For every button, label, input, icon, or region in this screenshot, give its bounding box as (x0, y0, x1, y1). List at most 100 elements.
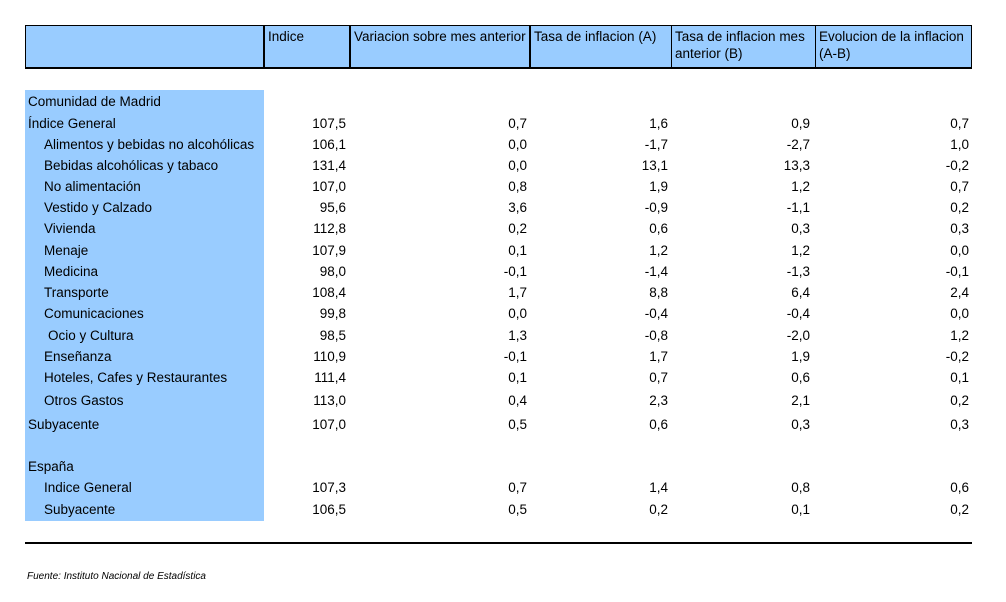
row-value-5: 0,3 (950, 221, 969, 236)
row-value-2: 0,5 (508, 417, 527, 432)
row-value-3: -0,8 (644, 328, 668, 343)
row-value-4: 0,3 (791, 417, 810, 432)
table-row: Ocio y Cultura 98,5 1,3 -0,8 -2,0 1,2 (25, 326, 972, 346)
table-row: Vivienda 112,8 0,2 0,6 0,3 0,3 (25, 219, 972, 239)
row-value-1: 113,0 (313, 393, 346, 408)
row-value-2: 0,0 (508, 137, 527, 152)
row-value-4: 6,4 (791, 285, 810, 300)
row-value-2: 0,1 (508, 243, 527, 258)
row-label: Bebidas alcohólicas y tabaco (44, 158, 219, 173)
header-variacion: Variacion sobre mes anterior (349, 26, 530, 67)
row-value-3: -1,4 (644, 264, 668, 279)
row-label: Otros Gastos (44, 393, 124, 408)
row-value-3: 8,8 (649, 285, 668, 300)
row-value-3: -0,4 (644, 306, 668, 321)
table-row: Subyacente 106,5 0,5 0,2 0,1 0,2 (25, 500, 972, 520)
row-value-1: 106,1 (312, 137, 346, 152)
table-row: Indice General 107,3 0,7 1,4 0,8 0,6 (25, 478, 972, 498)
row-value-5: 0,7 (950, 116, 969, 131)
row-value-3: -0,9 (644, 200, 668, 215)
row-value-5: -0,2 (945, 349, 969, 364)
row-value-3: 2,3 (649, 393, 668, 408)
row-value-5: 1,0 (950, 137, 969, 152)
row-value-4: -1,1 (786, 200, 810, 215)
row-value-4: 1,9 (791, 349, 810, 364)
header-label-cell (26, 26, 264, 67)
row-value-3: 0,7 (649, 370, 668, 385)
row-value-2: 1,3 (508, 328, 527, 343)
row-value-5: 0,1 (950, 370, 969, 385)
row-value-4: 0,9 (791, 116, 810, 131)
row-value-4: 1,2 (791, 179, 810, 194)
row-value-4: -1,3 (786, 264, 810, 279)
row-value-2: 0,0 (508, 158, 527, 173)
label-column-background (25, 90, 264, 521)
section-title-label: España (28, 459, 74, 474)
row-value-3: 0,2 (649, 502, 668, 517)
row-value-3: 1,4 (649, 480, 668, 495)
row-value-5: 0,2 (950, 393, 969, 408)
section-title: Comunidad de Madrid (25, 92, 972, 112)
row-value-3: 1,9 (649, 179, 668, 194)
row-label: Transporte (44, 285, 109, 300)
row-value-1: 98,0 (319, 264, 346, 279)
row-value-1: 107,0 (312, 417, 346, 432)
row-value-1: 107,9 (312, 243, 346, 258)
row-label: Subyacente (28, 417, 100, 432)
table-row: Bebidas alcohólicas y tabaco 131,4 0,0 13,1… (25, 156, 972, 176)
row-value-3: 1,2 (649, 243, 668, 258)
table-row: Medicina 98,0 -0,1 -1,4 -1,3 -0,1 (25, 262, 972, 282)
row-value-3: 1,6 (649, 116, 668, 131)
row-label: Ocio y Cultura (48, 328, 134, 343)
row-label: Alimentos y bebidas no alcohólicas (44, 137, 255, 152)
table-row: Vestido y Calzado 95,6 3,6 -0,9 -1,1 0,2 (25, 198, 972, 218)
header-tasa-a: Tasa de inflacion (A) (529, 26, 671, 67)
row-label: Comunicaciones (44, 306, 144, 321)
row-value-5: 0,2 (950, 502, 969, 517)
row-value-5: 0,0 (950, 243, 969, 258)
table-header: Indice Variacion sobre mes anterior Tasa… (25, 25, 972, 69)
row-value-1: 95,6 (319, 200, 346, 215)
row-value-1: 99,8 (319, 306, 346, 321)
bottom-rule (25, 542, 972, 544)
row-value-1: 108,4 (312, 285, 346, 300)
row-label: Subyacente (44, 502, 116, 517)
row-value-5: 2,4 (950, 285, 969, 300)
table-row: No alimentación 107,0 0,8 1,9 1,2 0,7 (25, 177, 972, 197)
row-label: Enseñanza (44, 349, 112, 364)
row-value-5: 0,3 (950, 417, 969, 432)
row-label: Vestido y Calzado (44, 200, 153, 215)
row-value-5: -0,1 (945, 264, 969, 279)
table-row: Hoteles, Cafes y Restaurantes 111,4 0,1 0,7… (25, 368, 972, 388)
table-row: Índice General 107,5 0,7 1,6 0,9 0,7 (25, 114, 972, 134)
row-value-3: -1,7 (644, 137, 668, 152)
row-label: No alimentación (44, 179, 141, 194)
row-value-5: -0,2 (945, 158, 969, 173)
row-value-1: 107,3 (312, 480, 346, 495)
section-title-label: Comunidad de Madrid (28, 94, 161, 109)
table-row: Transporte 108,4 1,7 8,8 6,4 2,4 (25, 283, 972, 303)
row-value-2: -0,1 (503, 349, 527, 364)
row-label: Medicina (44, 264, 99, 279)
row-label: Índice General (28, 116, 116, 131)
table-row: Comunicaciones 99,8 0,0 -0,4 -0,4 0,0 (25, 304, 972, 324)
row-value-1: 98,5 (319, 328, 346, 343)
row-value-4: 1,2 (791, 243, 810, 258)
row-value-4: -0,4 (786, 306, 810, 321)
header-indice: Indice (263, 26, 349, 67)
row-value-4: 0,1 (791, 502, 810, 517)
row-label: Menaje (44, 243, 89, 258)
row-value-3: 0,6 (649, 221, 668, 236)
row-value-1: 106,5 (312, 502, 346, 517)
row-value-4: 0,8 (791, 480, 810, 495)
row-value-5: 0,0 (950, 306, 969, 321)
row-value-4: 13,3 (783, 158, 810, 173)
row-value-2: -0,1 (503, 264, 527, 279)
row-value-2: 0,7 (508, 116, 527, 131)
row-value-4: 0,3 (791, 221, 810, 236)
row-value-5: 0,2 (950, 200, 969, 215)
row-value-3: 0,6 (649, 417, 668, 432)
row-value-1: 110,9 (313, 349, 346, 364)
row-label: Indice General (44, 480, 132, 495)
row-value-2: 0,8 (508, 179, 527, 194)
